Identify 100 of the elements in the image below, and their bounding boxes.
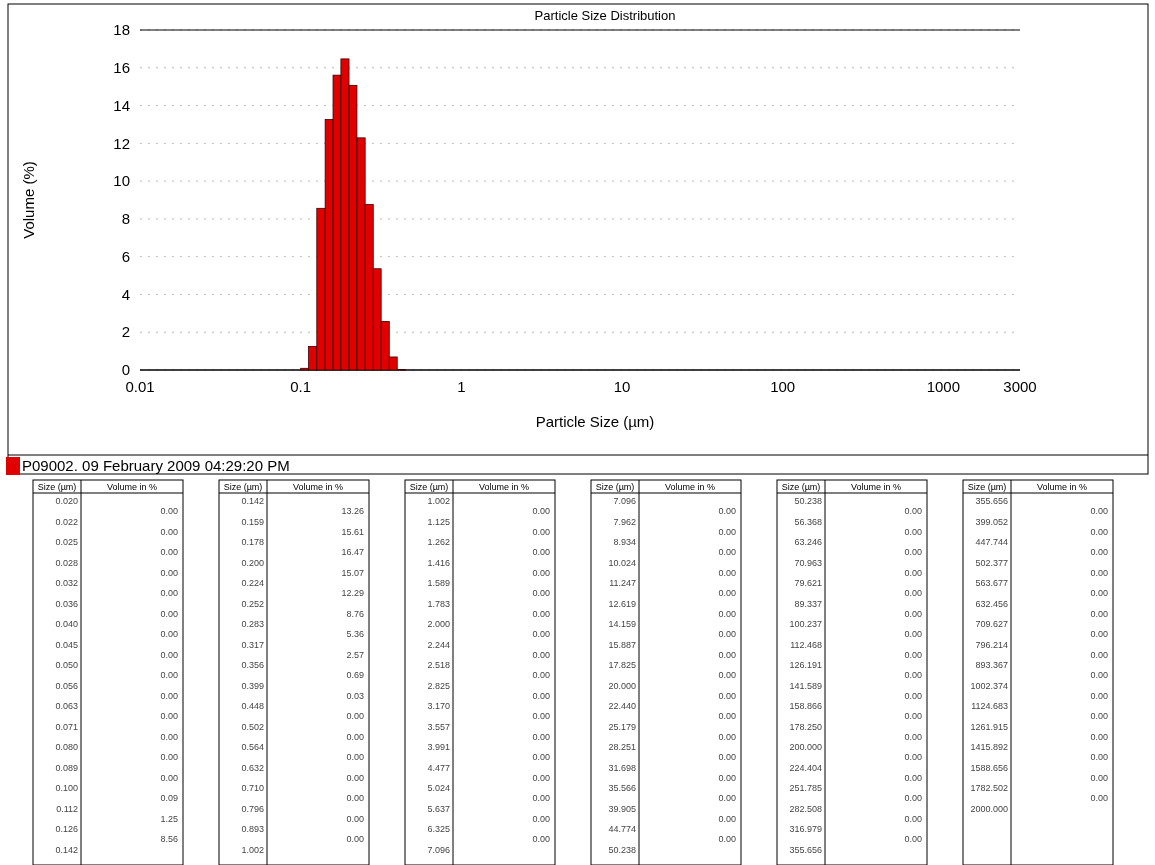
category-label: 0.080 <box>55 742 78 752</box>
category-label: 0.178 <box>241 537 264 547</box>
text: 0.00 <box>160 506 178 517</box>
x-tick-label: 1 <box>457 378 466 395</box>
category-label: 0.564 <box>241 742 264 752</box>
category-label: 56.368 <box>794 516 822 527</box>
text: 0.00 <box>718 629 736 640</box>
text: Volume in % <box>292 482 344 492</box>
category-label: 1.125 <box>427 516 450 527</box>
text: 0.00 <box>904 731 922 742</box>
category-label: 251.785 <box>789 783 822 793</box>
text: 0.00 <box>160 608 178 619</box>
category-label: 79.621 <box>794 578 822 588</box>
category-label: 563.677 <box>975 578 1008 588</box>
text: 0.00 <box>160 772 178 783</box>
category-label: 0.045 <box>55 639 78 650</box>
category-label: 39.905 <box>608 803 636 814</box>
text: 0.09 <box>160 793 178 804</box>
text: 0.00 <box>718 608 736 619</box>
category-label: 3.170 <box>427 701 450 711</box>
category-label: 0.224 <box>241 578 264 588</box>
category-label: 158.866 <box>789 701 822 711</box>
category-label: 1588.656 <box>970 762 1008 773</box>
text: 0.00 <box>346 834 364 845</box>
category-label: 50.238 <box>608 844 636 855</box>
text: 0.00 <box>718 649 736 660</box>
text: 0.00 <box>532 588 550 599</box>
text: Size (µm) <box>781 482 821 492</box>
text: 0.00 <box>718 567 736 578</box>
category-label: 1.589 <box>427 578 450 588</box>
category-label: 0.632 <box>241 762 264 773</box>
category-label: 632.456 <box>975 598 1008 609</box>
category-label: 0.036 <box>55 598 78 609</box>
text: Volume in % <box>1036 482 1088 492</box>
category-label: 0.025 <box>55 537 78 547</box>
category-label: 3.557 <box>427 721 450 732</box>
text: 0.00 <box>346 793 364 804</box>
category-label: 25.179 <box>608 721 636 732</box>
category-label: 0.142 <box>55 844 78 855</box>
text: 0.00 <box>904 567 922 578</box>
text: 5.36 <box>346 629 364 640</box>
category-label: 316.979 <box>789 824 822 834</box>
category-label: 0.056 <box>55 680 78 691</box>
category-label: 1782.502 <box>970 783 1008 793</box>
category-label: 20.000 <box>608 680 636 691</box>
text: 0.03 <box>346 690 364 701</box>
text: 0.00 <box>1090 608 1108 619</box>
text: 0.00 <box>718 670 736 681</box>
category-label: 126.191 <box>789 660 822 670</box>
text: 0.00 <box>904 670 922 681</box>
category-label: 2.518 <box>427 660 450 670</box>
text: 0.00 <box>718 834 736 845</box>
x-tick-label: 0.1 <box>290 378 312 395</box>
category-label: 1.262 <box>427 537 450 547</box>
text: 0.00 <box>532 629 550 640</box>
text: 0.00 <box>904 793 922 804</box>
text: 0.00 <box>532 772 550 783</box>
text: 0.00 <box>160 629 178 640</box>
category-label: 0.893 <box>241 824 264 834</box>
text: 0.69 <box>346 670 364 681</box>
category-label: 0.710 <box>241 783 264 793</box>
category-label: 0.796 <box>241 803 264 814</box>
category-label: 224.404 <box>789 762 822 773</box>
text: 0.00 <box>718 588 736 599</box>
text: 0.00 <box>346 731 364 742</box>
text: Size (µm) <box>409 482 449 492</box>
category-label: 0.100 <box>55 783 78 793</box>
text: 0.00 <box>160 670 178 681</box>
text: 0.00 <box>160 588 178 599</box>
text: 0.00 <box>904 834 922 845</box>
category-label: 141.589 <box>789 680 822 691</box>
category-label: 15.887 <box>608 639 636 650</box>
text: 0.00 <box>532 690 550 701</box>
text: 0.00 <box>532 813 550 824</box>
text: 0.00 <box>1090 752 1108 763</box>
text: 0.00 <box>718 772 736 783</box>
category-label: 0.126 <box>55 824 78 834</box>
category-label: 11.247 <box>609 578 636 588</box>
text: 0.00 <box>160 690 178 701</box>
x-tick-label: 3000 <box>1003 378 1037 395</box>
category-label: 200.000 <box>789 742 822 752</box>
text: 2.57 <box>346 649 364 660</box>
text: 0.00 <box>718 731 736 742</box>
text: 0.00 <box>532 649 550 660</box>
text: 0.00 <box>346 752 364 763</box>
category-label: 14.159 <box>608 619 636 629</box>
text: 0.00 <box>904 547 922 558</box>
category-label: 1.783 <box>427 598 450 609</box>
text: 0.00 <box>160 547 178 558</box>
y-tick-label: 16 <box>113 59 130 77</box>
category-label: 0.028 <box>55 557 78 568</box>
text: 8.56 <box>160 834 178 845</box>
text: 0.00 <box>1090 567 1108 578</box>
text: 0.00 <box>160 711 178 722</box>
category-label: 35.566 <box>608 783 636 793</box>
category-label: 50.238 <box>794 496 822 506</box>
category-label: 282.508 <box>789 803 822 814</box>
text: 0.00 <box>1090 629 1108 640</box>
category-label: 100.237 <box>789 619 822 629</box>
category-label: 0.071 <box>55 721 78 732</box>
